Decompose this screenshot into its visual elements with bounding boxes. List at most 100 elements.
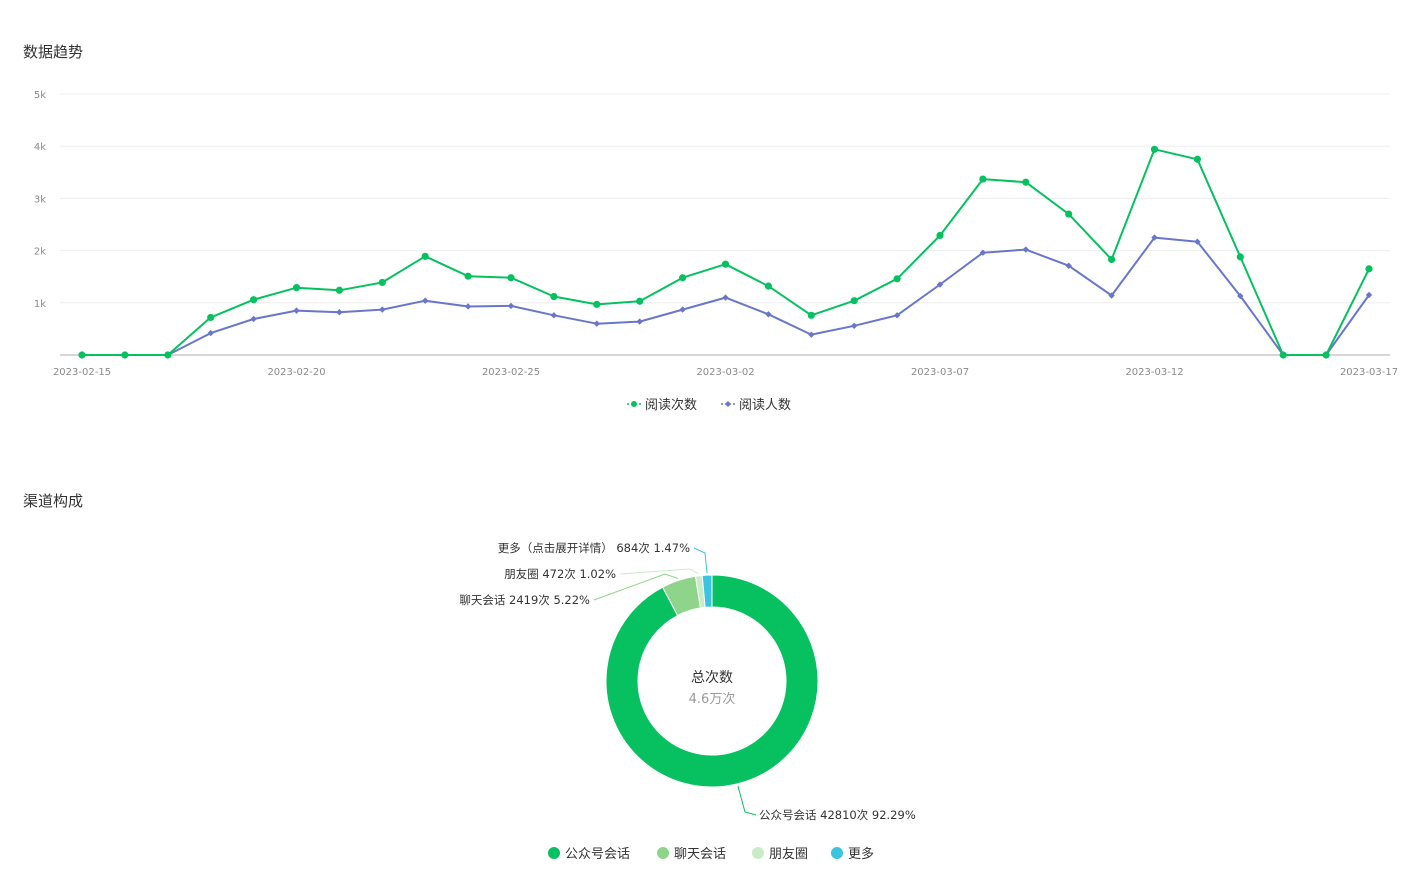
readers-point[interactable]	[979, 249, 987, 256]
reads-point[interactable]	[464, 272, 472, 280]
y-tick-label: 4k	[34, 142, 46, 153]
donut-slice[interactable]	[605, 574, 819, 788]
reads-point[interactable]	[550, 292, 558, 301]
reads-point[interactable]	[250, 296, 258, 304]
legend-readers[interactable]: 阅读人数	[721, 398, 791, 413]
readers-point[interactable]	[593, 320, 600, 327]
legend-reads[interactable]: 阅读次数	[627, 397, 697, 413]
reads-point[interactable]	[335, 286, 343, 294]
reads-point[interactable]	[979, 175, 987, 183]
y-tick-label: 1k	[34, 299, 46, 310]
legend-dot-icon	[831, 847, 843, 859]
label-leader-line	[593, 573, 679, 601]
legend-item-1[interactable]: 公众号会话	[548, 847, 630, 862]
reads-point[interactable]	[1322, 351, 1330, 359]
donut-center-value: 4.6万次	[689, 691, 736, 707]
x-tick-label: 2023-03-02	[696, 367, 754, 378]
readers-point[interactable]	[765, 311, 772, 318]
reads-point[interactable]	[636, 297, 644, 305]
trend-section-title: 数据趋势	[23, 43, 84, 61]
legend-dot-icon	[548, 847, 560, 859]
readers-point[interactable]	[808, 331, 815, 338]
x-tick-label: 2023-03-07	[911, 367, 969, 378]
readers-point[interactable]	[336, 308, 343, 316]
readers-point[interactable]	[1237, 292, 1244, 300]
donut-slice[interactable]	[701, 574, 713, 608]
y-tick-label: 5k	[34, 90, 46, 101]
reads-point[interactable]	[1022, 178, 1030, 186]
reads-point[interactable]	[121, 351, 129, 359]
readers-point[interactable]	[722, 294, 729, 301]
reads-point[interactable]	[1108, 255, 1116, 264]
x-tick-label: 2023-03-12	[1125, 367, 1183, 378]
reads-point[interactable]	[1150, 145, 1159, 153]
y-tick-label: 3k	[34, 194, 46, 205]
reads-point[interactable]	[764, 282, 773, 290]
readers-point[interactable]	[851, 322, 858, 329]
reads-point[interactable]	[593, 300, 601, 308]
reads-point[interactable]	[807, 311, 815, 319]
reads-point[interactable]	[207, 313, 215, 322]
legend-marker-icon	[631, 401, 637, 407]
reads-point[interactable]	[1279, 351, 1287, 359]
reads-point[interactable]	[850, 297, 858, 305]
readers-point[interactable]	[379, 306, 386, 313]
reads-point[interactable]	[507, 274, 515, 282]
legend-marker-icon	[725, 401, 731, 407]
readers-point[interactable]	[636, 318, 643, 325]
legend-item-3[interactable]: 朋友圈	[752, 846, 808, 862]
legend-label: 公众号会话	[565, 847, 630, 862]
legend-label: 聊天会话	[674, 847, 726, 862]
readers-point[interactable]	[293, 307, 300, 314]
reads-point[interactable]	[1065, 210, 1073, 218]
slice-label: 公众号会话 42810次 92.29%	[759, 808, 916, 822]
legend-label: 阅读次数	[645, 397, 697, 413]
readers-point[interactable]	[207, 329, 214, 337]
reads-point[interactable]	[893, 275, 901, 283]
legend-dot-icon	[657, 847, 669, 859]
reads-point[interactable]	[378, 278, 386, 287]
readers-point[interactable]	[1065, 262, 1072, 269]
slice-label: 朋友圈 472次 1.02%	[504, 567, 616, 581]
legend-label: 朋友圈	[769, 846, 808, 862]
legend-label: 阅读人数	[739, 398, 791, 413]
label-leader-line	[619, 568, 699, 575]
legend-item-4[interactable]: 更多	[831, 846, 874, 862]
slice-label: 聊天会话 2419次 5.22%	[459, 593, 590, 607]
readers-point[interactable]	[507, 302, 515, 310]
donut-center-title: 总次数	[691, 670, 733, 686]
reads-point[interactable]	[1236, 253, 1244, 261]
x-tick-label: 2023-02-20	[267, 367, 325, 378]
reads-point[interactable]	[421, 252, 429, 260]
slice-label[interactable]: 更多（点击展开详情） 684次 1.47%	[498, 541, 690, 555]
legend-item-2[interactable]: 聊天会话	[657, 847, 726, 862]
reads-point[interactable]	[292, 284, 301, 292]
label-leader-line	[693, 547, 708, 574]
reads-point[interactable]	[936, 231, 944, 240]
readers-point[interactable]	[464, 303, 472, 310]
trend-line-chart: 5k 4k 3k 2k 1k 2023-02-15 2023-02-20 2023-02-25…	[34, 90, 1398, 413]
readers-point[interactable]	[1108, 292, 1115, 299]
readers-point[interactable]	[1151, 234, 1158, 241]
reads-point[interactable]	[679, 274, 687, 282]
reads-point[interactable]	[1193, 155, 1201, 163]
readers-point[interactable]	[893, 312, 901, 319]
readers-point[interactable]	[422, 297, 429, 304]
x-tick-label: 2023-02-25	[482, 367, 540, 378]
x-tick-label: 2023-02-15	[53, 367, 111, 378]
readers-point[interactable]	[679, 306, 686, 313]
legend-label: 更多	[848, 846, 874, 862]
reads-point[interactable]	[721, 260, 730, 268]
label-leader-line	[737, 785, 757, 816]
readers-point[interactable]	[1365, 291, 1373, 299]
readers-point[interactable]	[1194, 238, 1201, 245]
readers-point[interactable]	[250, 315, 257, 323]
y-tick-label: 2k	[34, 247, 46, 258]
readers-point[interactable]	[550, 312, 558, 319]
reads-point[interactable]	[1365, 265, 1373, 273]
reads-point[interactable]	[164, 351, 172, 359]
readers-point[interactable]	[1022, 246, 1029, 253]
readers-point[interactable]	[936, 281, 944, 288]
reads-point[interactable]	[78, 351, 86, 359]
